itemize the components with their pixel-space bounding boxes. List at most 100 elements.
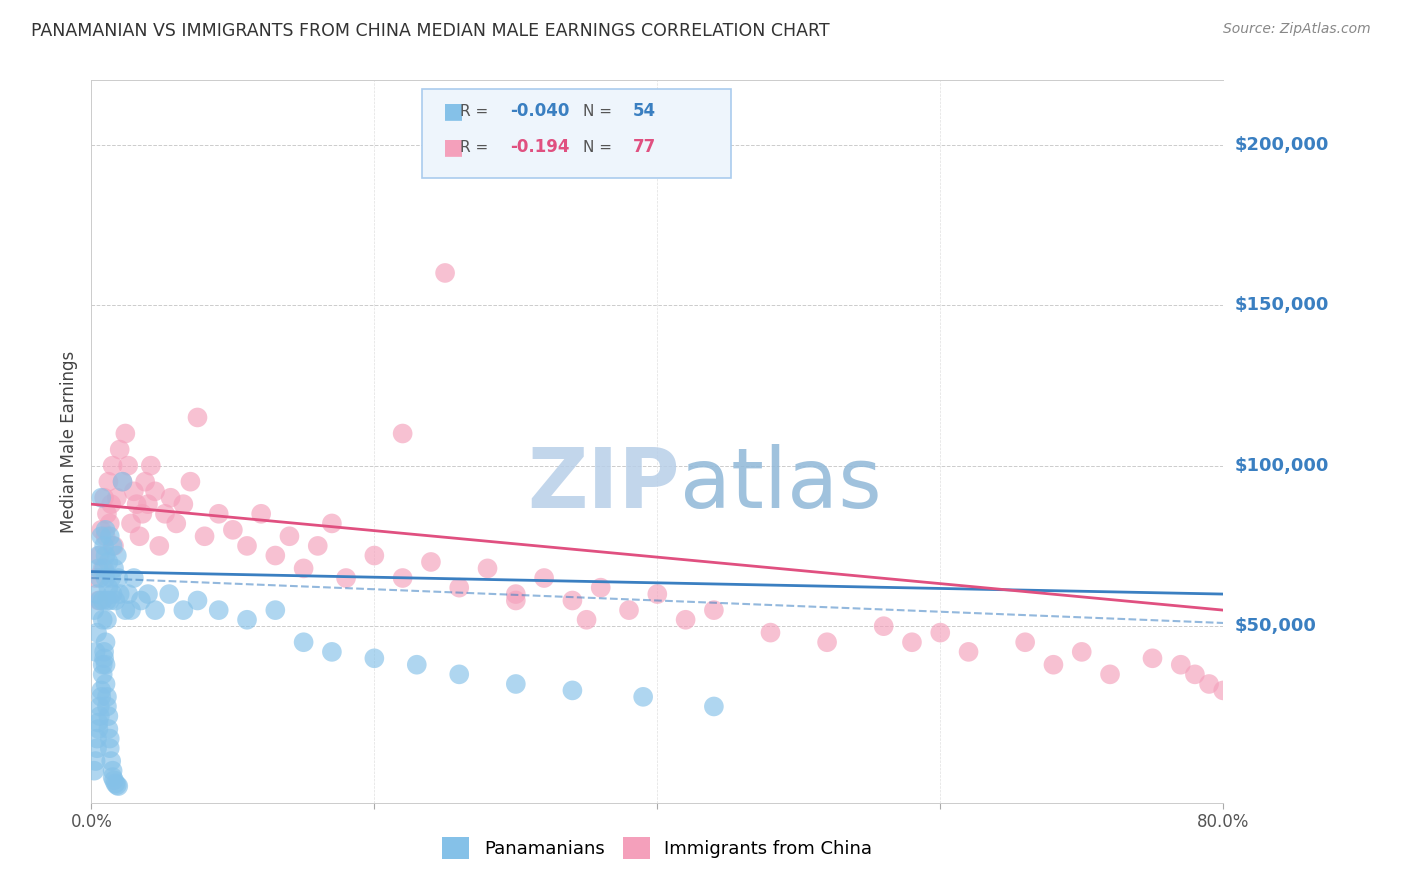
Text: 54: 54	[633, 103, 655, 120]
Point	[87, 722, 110, 736]
Text: ■: ■	[443, 137, 464, 157]
Text: atlas: atlas	[681, 444, 882, 525]
Point	[193, 529, 217, 543]
Point	[105, 491, 128, 505]
Point	[405, 657, 427, 672]
Point	[101, 587, 124, 601]
Point	[449, 581, 471, 595]
Point	[91, 657, 114, 672]
Point	[83, 764, 105, 778]
Point	[107, 779, 129, 793]
Point	[449, 667, 471, 681]
Point	[505, 677, 527, 691]
Point	[172, 497, 194, 511]
Point	[815, 635, 838, 649]
Point	[87, 549, 110, 563]
Point	[125, 497, 148, 511]
Point	[703, 699, 725, 714]
Point	[98, 741, 121, 756]
Point	[561, 683, 583, 698]
Point	[97, 722, 120, 736]
Legend: Panamanians, Immigrants from China: Panamanians, Immigrants from China	[434, 830, 880, 866]
Point	[86, 741, 108, 756]
Point	[292, 635, 315, 649]
Point	[321, 645, 343, 659]
Text: $200,000: $200,000	[1234, 136, 1329, 153]
Text: $150,000: $150,000	[1234, 296, 1329, 314]
Point	[90, 690, 112, 704]
Point	[89, 699, 111, 714]
Point	[96, 507, 118, 521]
Point	[419, 555, 441, 569]
Point	[222, 523, 245, 537]
Point	[96, 699, 118, 714]
Point	[108, 587, 131, 601]
Point	[94, 523, 117, 537]
Point	[87, 593, 110, 607]
Point	[391, 571, 413, 585]
Point	[114, 426, 136, 441]
Point	[134, 475, 156, 489]
Point	[111, 475, 134, 489]
Point	[103, 561, 125, 575]
Text: $100,000: $100,000	[1234, 457, 1329, 475]
Point	[136, 587, 159, 601]
Point	[208, 603, 231, 617]
Point	[122, 484, 145, 499]
Point	[957, 645, 980, 659]
Point	[105, 549, 128, 563]
Point	[84, 571, 107, 585]
Point	[91, 561, 114, 575]
Point	[114, 603, 136, 617]
Point	[94, 529, 117, 543]
Point	[120, 603, 142, 617]
Point	[363, 549, 385, 563]
Text: 77: 77	[633, 138, 657, 156]
Point	[94, 657, 117, 672]
Point	[1198, 677, 1220, 691]
Point	[97, 581, 120, 595]
Point	[117, 458, 139, 473]
Point	[87, 561, 110, 575]
Point	[143, 603, 166, 617]
Point	[307, 539, 329, 553]
Point	[98, 731, 121, 746]
Point	[84, 754, 107, 768]
Point	[703, 603, 725, 617]
Point	[93, 491, 115, 505]
Point	[97, 709, 120, 723]
Point	[264, 549, 287, 563]
Point	[236, 613, 259, 627]
Point	[335, 571, 357, 585]
Point	[363, 651, 385, 665]
Point	[94, 571, 117, 585]
Point	[89, 593, 111, 607]
Point	[101, 764, 124, 778]
Point	[97, 555, 120, 569]
Point	[93, 539, 115, 553]
Text: N =: N =	[583, 104, 617, 119]
Point	[93, 561, 115, 575]
Point	[86, 731, 108, 746]
Point	[186, 593, 208, 607]
Point	[477, 561, 499, 575]
Y-axis label: Median Male Earnings: Median Male Earnings	[60, 351, 79, 533]
Point	[120, 516, 142, 531]
Text: ■: ■	[443, 102, 464, 121]
Point	[131, 507, 153, 521]
Point	[1042, 657, 1064, 672]
Point	[90, 683, 112, 698]
Point	[100, 754, 122, 768]
Point	[759, 625, 782, 640]
Point	[139, 458, 162, 473]
Point	[98, 593, 121, 607]
Point	[159, 491, 181, 505]
Point	[122, 571, 145, 585]
Point	[91, 667, 114, 681]
Point	[186, 410, 208, 425]
Point	[278, 529, 301, 543]
Point	[236, 539, 259, 553]
Point	[589, 581, 612, 595]
Point	[136, 497, 159, 511]
Text: R =: R =	[460, 104, 494, 119]
